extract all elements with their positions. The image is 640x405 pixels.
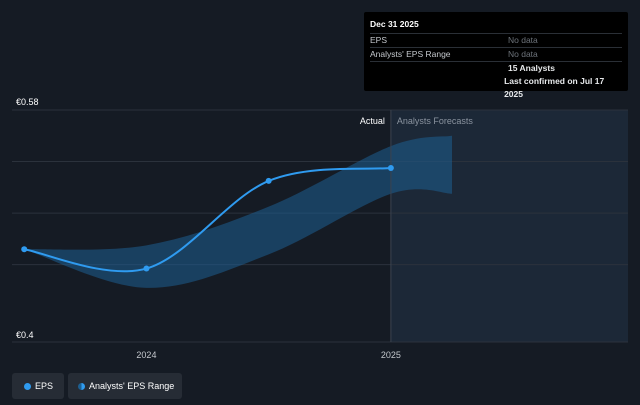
eps-data-point[interactable]	[387, 165, 394, 171]
tooltip-row-analysts: 15 Analysts	[370, 61, 622, 75]
tooltip-value: 15 Analysts	[508, 63, 555, 73]
analysts-forecasts-label: Analysts Forecasts	[397, 116, 474, 126]
tooltip-value: No data	[508, 49, 538, 59]
range-legend-dot-icon	[78, 382, 85, 390]
x-tick-label: 2024	[136, 350, 156, 360]
tooltip-label: EPS	[370, 35, 388, 45]
tooltip-label	[370, 75, 504, 88]
tooltip-row-range: Analysts' EPS Range No data	[370, 47, 622, 61]
tooltip-row-eps: EPS No data	[370, 33, 622, 47]
tooltip-row-confirmed: Last confirmed on Jul 17 2025	[370, 75, 622, 99]
tooltip-value: Last confirmed on Jul 17 2025	[504, 76, 605, 99]
x-tick-label: 2025	[381, 350, 401, 360]
legend-item-eps[interactable]: EPS	[12, 373, 64, 399]
eps-data-point[interactable]	[21, 246, 28, 253]
tooltip-panel: Dec 31 2025 EPS No data Analysts' EPS Ra…	[364, 12, 628, 99]
tooltip-value: No data	[508, 35, 538, 45]
tooltip-label: Analysts' EPS Range	[370, 49, 451, 59]
tooltip-date: Dec 31 2025	[370, 19, 419, 29]
legend-label: EPS	[35, 381, 54, 391]
eps-data-point[interactable]	[265, 177, 272, 184]
actual-label: Actual	[360, 116, 385, 126]
y-axis-top-label: €0.58	[16, 97, 39, 107]
analysts-eps-range-band	[24, 135, 452, 288]
legend-label: Analysts' EPS Range	[89, 381, 175, 391]
eps-legend-dot-icon	[24, 382, 31, 390]
legend-item-analysts-eps-range[interactable]: Analysts' EPS Range	[68, 373, 182, 399]
tooltip-label	[370, 62, 508, 75]
eps-line	[24, 167, 391, 273]
y-axis-bottom-label: €0.4	[16, 330, 34, 340]
eps-data-point[interactable]	[143, 265, 150, 272]
